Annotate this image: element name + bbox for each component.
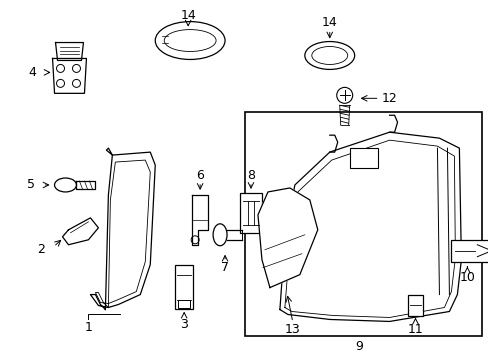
Bar	[407, 294, 423, 316]
Polygon shape	[62, 218, 98, 245]
Bar	[349, 148, 377, 168]
Ellipse shape	[304, 41, 354, 69]
Polygon shape	[258, 188, 317, 288]
Text: 9: 9	[355, 340, 363, 353]
Polygon shape	[279, 132, 461, 321]
Ellipse shape	[55, 178, 76, 192]
Bar	[240, 193, 262, 233]
Polygon shape	[56, 42, 83, 60]
Text: 6: 6	[196, 168, 203, 181]
Bar	[244, 112, 481, 336]
Text: 8: 8	[246, 168, 254, 181]
Text: 10: 10	[459, 271, 474, 284]
Polygon shape	[52, 58, 86, 93]
Text: 14: 14	[180, 9, 196, 22]
Polygon shape	[192, 195, 208, 245]
Bar	[178, 300, 190, 307]
Text: 5: 5	[26, 179, 35, 192]
Text: 3: 3	[180, 318, 188, 331]
Ellipse shape	[155, 22, 224, 59]
Ellipse shape	[311, 46, 347, 64]
Polygon shape	[76, 181, 95, 189]
Text: 7: 7	[221, 261, 228, 274]
Text: 13: 13	[285, 323, 300, 336]
Text: 12: 12	[381, 92, 397, 105]
Text: 2: 2	[37, 243, 44, 256]
Text: 4: 4	[29, 66, 37, 79]
Polygon shape	[90, 152, 155, 310]
Text: 11: 11	[407, 323, 423, 336]
Text: 1: 1	[84, 321, 92, 334]
Ellipse shape	[213, 224, 226, 246]
Text: 14: 14	[321, 16, 337, 29]
Bar	[450, 240, 488, 262]
Bar	[175, 265, 193, 310]
Ellipse shape	[164, 30, 216, 51]
